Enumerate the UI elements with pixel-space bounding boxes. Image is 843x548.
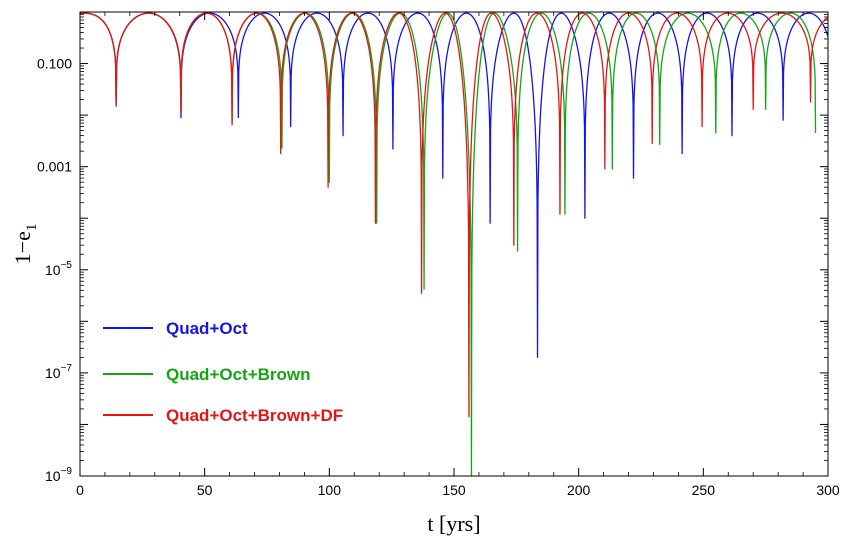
y-tick-exponent: −7 (61, 363, 73, 374)
x-tick-label: 150 (442, 482, 466, 498)
y-axis-title-subscript: 1 (24, 224, 40, 232)
x-tick-label: 250 (692, 482, 716, 498)
y-tick-exponent: −5 (61, 260, 73, 271)
y-tick-base: 10 (45, 468, 61, 484)
plot-area (80, 12, 828, 476)
y-tick-label: 10−5 (45, 260, 72, 278)
y-axis-title-main: 1−e (10, 231, 35, 264)
y-tick-label: 10−7 (45, 363, 72, 381)
legend: Quad+Oct Quad+Oct+Brown Quad+Oct+Brown+DF (103, 319, 343, 425)
legend-label-1: Quad+Oct+Brown (166, 365, 311, 384)
x-tick-label: 200 (567, 482, 591, 498)
legend-label-2: Quad+Oct+Brown+DF (166, 406, 343, 425)
y-tick-base: 10 (45, 262, 61, 278)
y-tick-base: 10 (45, 365, 61, 381)
x-axis-title: t [yrs] (427, 511, 480, 536)
series-line-2 (80, 12, 828, 418)
y-tick-label: 0.100 (37, 56, 72, 72)
x-tick-label: 0 (76, 482, 84, 498)
axes: 0 50 100 150 200 250 3000.1000.00110−510−710−9… (10, 11, 840, 536)
legend-label-0: Quad+Oct (166, 319, 248, 338)
x-tick-label: 300 (816, 482, 840, 498)
x-tick-label: 50 (197, 482, 213, 498)
y-tick-exponent: −9 (61, 466, 73, 477)
y-tick-label: 0.001 (37, 159, 72, 175)
y-axis-title: 1−e1 (10, 224, 40, 265)
x-tick-label: 100 (318, 482, 342, 498)
y-tick-label: 10−9 (45, 466, 72, 484)
